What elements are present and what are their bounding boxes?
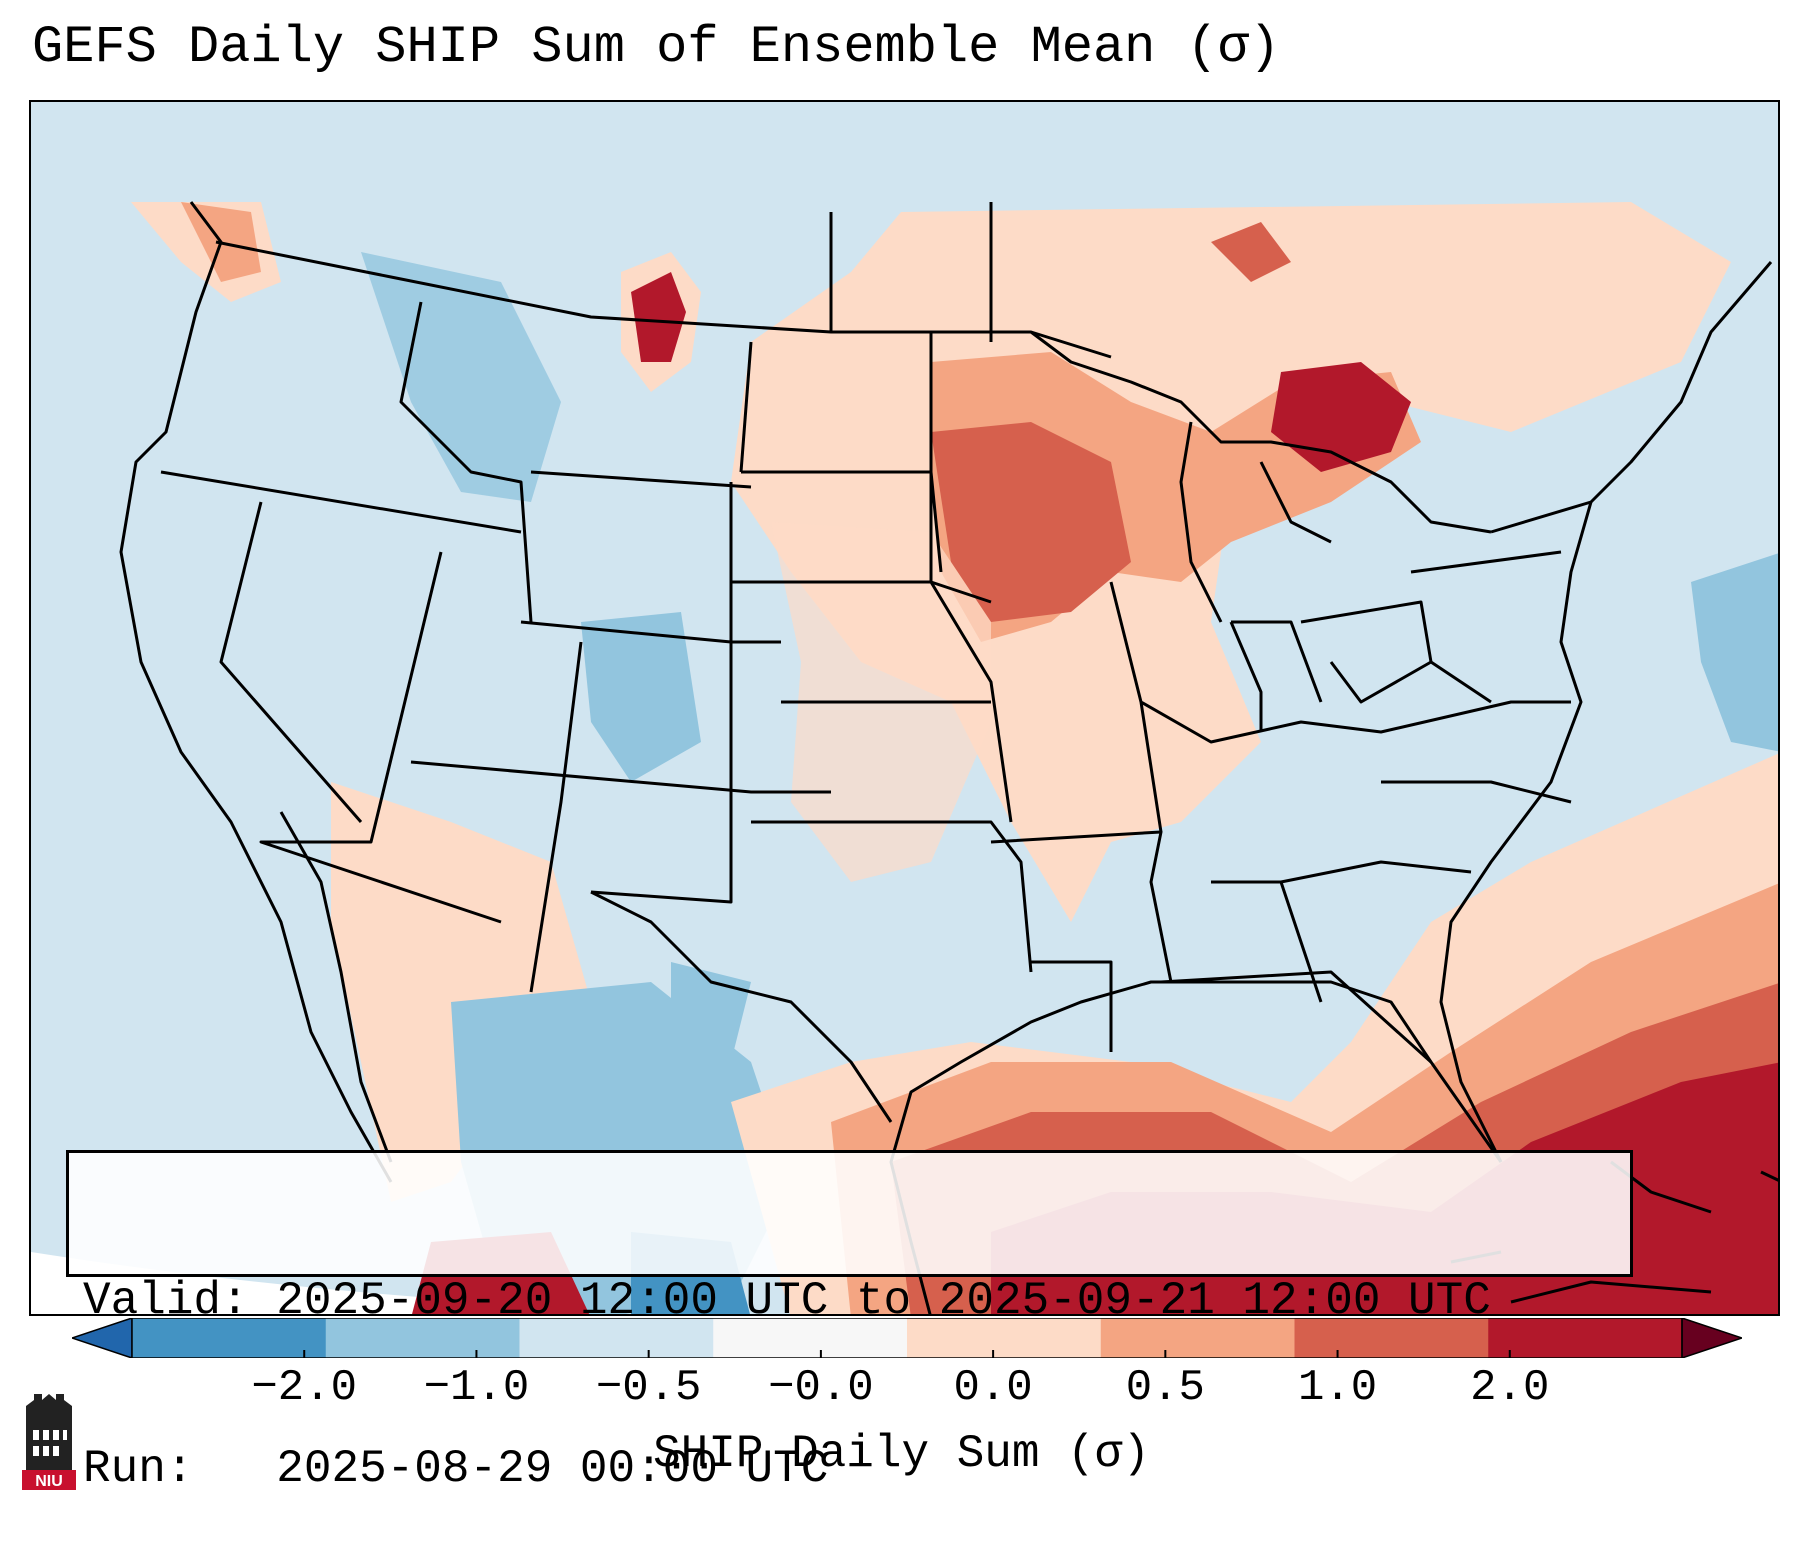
colorbar-tick-label: 1.0: [1297, 1363, 1378, 1413]
run-value: 2025-08-29 00:00 UTC: [276, 1443, 829, 1495]
validity-info-box: Valid: 2025-09-20 12:00 UTC to 2025-09-2…: [66, 1150, 1633, 1495]
colorbar-over-arrow: [1681, 1318, 1742, 1358]
colorbar: [72, 1318, 1742, 1358]
colorbar-segment: [132, 1318, 327, 1358]
anomaly-field: [131, 202, 1778, 1314]
colorbar-tick-label: −0.5: [595, 1363, 702, 1413]
colorbar-segment: [907, 1318, 1102, 1358]
map-panel: [29, 100, 1780, 1316]
colorbar-segment: [713, 1318, 908, 1358]
colorbar-tick-label: 2.0: [1470, 1363, 1550, 1413]
run-label: Run:: [83, 1443, 194, 1495]
colorbar-segment: [519, 1318, 714, 1358]
boundary-lines: [119, 201, 1778, 1314]
colorbar-tick-label: 0.5: [1125, 1363, 1205, 1413]
colorbar-under-arrow: [72, 1318, 133, 1358]
colorbar-outline: [131, 1318, 1683, 1358]
colorbar-tick-label: −2.0: [251, 1363, 358, 1413]
colorbar-segment: [1294, 1318, 1489, 1358]
colorbar-label: SHIP Daily Sum (σ): [653, 1428, 1150, 1480]
colorbar-segment: [1100, 1318, 1295, 1358]
colorbar-tick-label: −0.0: [768, 1363, 874, 1413]
map-canvas: [31, 201, 1778, 1314]
colorbar-tick-label: −1.0: [423, 1363, 530, 1413]
colorbar-segment: [325, 1318, 520, 1358]
logo-text: NIU: [35, 1473, 63, 1490]
colorbar-tick-label: 0.0: [953, 1363, 1033, 1413]
niu-logo: NIU: [22, 1394, 76, 1490]
run-row: Run: 2025-08-29 00:00 UTC: [83, 1441, 1616, 1497]
colorbar-segment: [1488, 1318, 1683, 1358]
chart-title: GEFS Daily SHIP Sum of Ensemble Mean (σ): [32, 18, 1281, 77]
